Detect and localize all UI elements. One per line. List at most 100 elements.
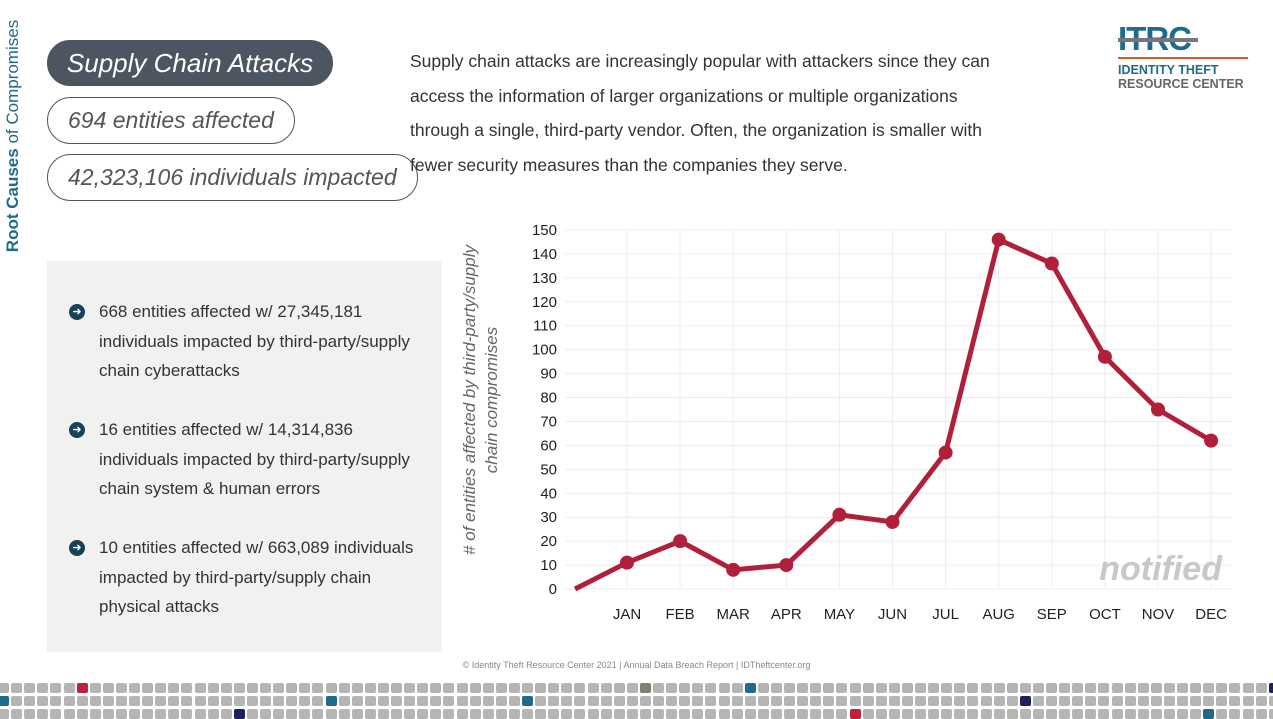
decorative-squares <box>0 683 1273 719</box>
decor-square <box>1085 696 1097 706</box>
y-tick-label: 40 <box>540 485 557 502</box>
decor-square <box>901 709 913 719</box>
individuals-stat: 42,323,106 individuals impacted <box>47 154 418 201</box>
decor-square <box>50 696 62 706</box>
decor-square <box>587 683 599 693</box>
decor-square <box>548 709 560 719</box>
decor-square <box>37 709 49 719</box>
decor-square <box>692 683 704 693</box>
decor-square <box>561 683 573 693</box>
data-point-apr <box>779 558 794 573</box>
x-tick-label: OCT <box>1089 606 1121 623</box>
decor-square <box>1111 709 1123 719</box>
decor-square <box>351 709 363 719</box>
decor-square <box>928 696 940 706</box>
decor-square <box>692 696 704 706</box>
decor-square <box>168 683 180 693</box>
decor-square <box>1098 683 1110 693</box>
decor-square <box>102 683 114 693</box>
y-tick-label: 110 <box>533 318 557 335</box>
decor-square <box>129 709 140 719</box>
decor-square <box>102 709 114 719</box>
decor-square <box>980 709 992 719</box>
decor-square <box>1124 709 1136 719</box>
decor-square <box>679 709 691 719</box>
decor-square <box>115 696 127 706</box>
decor-square <box>417 696 429 706</box>
decor-square <box>744 696 756 706</box>
decor-square <box>1150 709 1162 719</box>
decor-square <box>1163 683 1175 693</box>
decor-square <box>574 683 586 693</box>
decor-square <box>862 683 874 693</box>
decor-square <box>770 683 782 693</box>
decor-square <box>548 696 560 706</box>
decor-square <box>89 683 101 693</box>
decor-square <box>430 709 442 719</box>
decor-square <box>705 683 717 693</box>
decor-square <box>679 683 691 693</box>
decor-square <box>456 683 468 693</box>
y-tick-label: 50 <box>540 461 557 478</box>
decor-square <box>692 709 704 719</box>
decor-square <box>482 696 494 706</box>
decor-square <box>351 696 363 706</box>
decor-square <box>364 683 376 693</box>
decor-square <box>535 683 547 693</box>
decor-square <box>194 696 206 706</box>
decor-square <box>875 709 887 719</box>
decor-square <box>1046 696 1057 706</box>
decor-square <box>1242 709 1254 719</box>
decor-square <box>666 709 678 719</box>
decor-square <box>1190 709 1202 719</box>
decor-square <box>325 696 337 706</box>
y-tick-label: 70 <box>540 413 557 430</box>
decor-square <box>24 683 36 693</box>
x-tick-label: MAR <box>717 606 751 623</box>
data-point-jan <box>620 555 634 570</box>
decor-square <box>888 683 900 693</box>
decor-square <box>404 683 416 693</box>
decor-square <box>469 696 481 706</box>
decor-square <box>1163 696 1175 706</box>
data-point-sep <box>1044 256 1059 271</box>
decor-square <box>1137 696 1149 706</box>
decor-square <box>207 696 219 706</box>
decor-square <box>1019 683 1031 693</box>
decor-square <box>391 696 402 706</box>
y-tick-label: 60 <box>540 437 557 454</box>
decor-square <box>325 683 337 693</box>
decor-square <box>260 709 271 719</box>
page-title: Supply Chain Attacks <box>47 40 333 86</box>
decor-square <box>744 683 756 693</box>
decor-square <box>351 683 363 693</box>
decor-square <box>273 696 285 706</box>
bullet-item: ➜ 10 entities affected w/ 663,089 individ… <box>69 533 419 622</box>
decor-square <box>377 709 389 719</box>
bullet-item: ➜ 16 entities affected w/ 14,314,836 indi… <box>69 415 419 504</box>
decor-square <box>1019 709 1031 719</box>
decor-square <box>915 696 926 706</box>
decor-square <box>286 683 298 693</box>
x-tick-label: MAY <box>824 606 855 623</box>
decor-square <box>377 683 389 693</box>
decor-square <box>338 709 350 719</box>
decor-square <box>11 696 23 706</box>
decor-square <box>1124 696 1136 706</box>
decor-square <box>1137 683 1149 693</box>
decor-square <box>679 696 691 706</box>
x-tick-label: FEB <box>666 606 695 623</box>
decor-square <box>823 696 835 706</box>
decor-square <box>797 709 809 719</box>
decor-square <box>731 696 743 706</box>
decor-square <box>76 696 88 706</box>
decor-square <box>0 709 9 719</box>
decor-square <box>954 709 966 719</box>
decor-square <box>495 696 507 706</box>
decor-square <box>1229 683 1241 693</box>
decor-square <box>1111 683 1123 693</box>
data-point-jul <box>938 445 953 460</box>
decor-square <box>142 709 154 719</box>
decor-square <box>391 709 402 719</box>
decor-square <box>194 709 206 719</box>
